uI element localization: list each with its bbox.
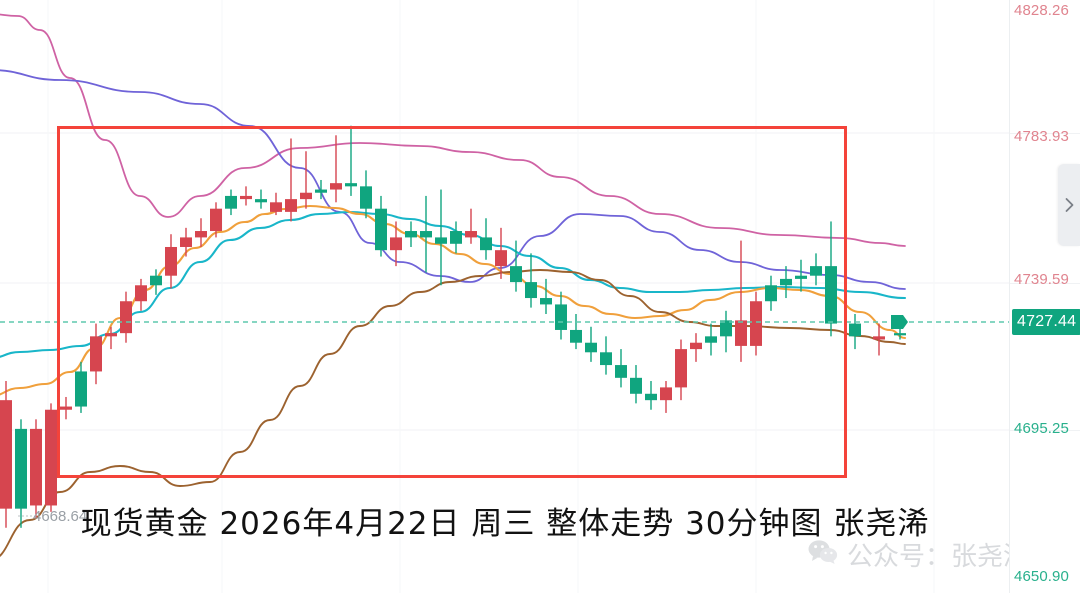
session-low-label: 4668.64	[33, 508, 88, 525]
chart-plot-area[interactable]	[0, 0, 1010, 593]
last-price-marker	[891, 315, 908, 329]
axis-price-label: 4739.59	[1014, 271, 1069, 288]
candlestick[interactable]	[180, 227, 192, 257]
candlestick[interactable]	[90, 323, 102, 385]
candlestick[interactable]	[375, 195, 387, 257]
candlestick[interactable]	[450, 221, 462, 254]
chart-caption: 现货黄金 2026年4月22日 周三 整体走势 30分钟图 张尧浠	[80, 506, 930, 542]
axis-price-label: 4695.25	[1014, 420, 1069, 437]
candlestick[interactable]	[570, 313, 582, 350]
candlestick[interactable]	[150, 269, 162, 295]
candlestick[interactable]	[510, 240, 522, 292]
candlestick[interactable]	[849, 313, 861, 350]
moving-average-line	[0, 210, 907, 358]
candlestick[interactable]	[765, 275, 777, 311]
axis-price-label: 4828.26	[1014, 2, 1069, 19]
candlestick[interactable]	[300, 151, 312, 209]
candlestick[interactable]	[873, 323, 885, 356]
candlestick[interactable]	[810, 253, 822, 286]
watermark-text: 公众号：张尧浠	[847, 542, 1030, 572]
candlestick[interactable]	[105, 326, 117, 350]
panel-collapse-handle[interactable]	[1058, 164, 1080, 246]
candlestick[interactable]	[345, 125, 357, 196]
candlestick[interactable]	[825, 221, 837, 337]
candlestick[interactable]	[135, 278, 147, 311]
candlestick[interactable]	[30, 419, 42, 519]
candlestick[interactable]	[660, 381, 672, 413]
candlestick[interactable]	[225, 189, 237, 216]
chevron-right-icon	[1064, 197, 1075, 213]
candlestick[interactable]	[525, 253, 537, 308]
candlestick-chart	[0, 13, 1010, 557]
candlestick[interactable]	[585, 326, 597, 362]
candlestick[interactable]	[330, 135, 342, 203]
candlestick[interactable]	[600, 336, 612, 375]
candlestick[interactable]	[555, 291, 567, 340]
wechat-icon	[808, 539, 838, 570]
candlestick[interactable]	[15, 419, 27, 528]
candlestick[interactable]	[0, 381, 12, 528]
candlestick[interactable]	[240, 186, 252, 206]
watermark: 公众号：张尧浠	[808, 536, 1029, 573]
candlestick[interactable]	[255, 189, 267, 209]
price-axis[interactable]: 4828.26 4783.93 4739.59 4695.25 4650.90 4727.…	[1009, 0, 1080, 593]
candlestick[interactable]	[120, 291, 132, 343]
candlestick[interactable]	[60, 396, 72, 420]
candlestick[interactable]	[540, 278, 552, 314]
candlestick[interactable]	[75, 361, 87, 413]
candlestick[interactable]	[405, 221, 417, 247]
candlestick[interactable]	[420, 195, 432, 273]
candlestick[interactable]	[195, 218, 207, 247]
candlestick[interactable]	[675, 339, 687, 401]
candlestick[interactable]	[360, 170, 372, 219]
axis-tick	[1010, 133, 1080, 134]
current-price-badge[interactable]: 4727.44	[1012, 309, 1080, 335]
candlestick[interactable]	[465, 208, 477, 244]
axis-price-label: 4783.93	[1014, 128, 1069, 145]
candlestick[interactable]	[780, 266, 792, 299]
candlestick[interactable]	[705, 323, 717, 356]
candlestick[interactable]	[615, 349, 627, 388]
candlestick[interactable]	[435, 189, 447, 286]
moving-average-line	[0, 13, 906, 247]
candlestick[interactable]	[630, 365, 642, 404]
candlestick[interactable]	[210, 202, 222, 238]
candlestick[interactable]	[480, 218, 492, 260]
candlestick[interactable]	[45, 403, 57, 512]
moving-average-line	[0, 69, 906, 290]
candlestick[interactable]	[390, 221, 402, 267]
candlestick[interactable]	[285, 138, 297, 222]
candlestick[interactable]	[750, 291, 762, 356]
axis-price-label: 4650.90	[1014, 568, 1069, 585]
candlestick[interactable]	[495, 227, 507, 279]
candlestick[interactable]	[720, 310, 732, 353]
axis-tick	[1010, 430, 1080, 431]
candlestick[interactable]	[735, 240, 747, 362]
candlestick[interactable]	[165, 234, 177, 289]
candlestick[interactable]	[690, 333, 702, 362]
candlestick[interactable]	[315, 179, 327, 200]
candlestick[interactable]	[270, 192, 282, 216]
axis-tick	[1010, 283, 1080, 284]
candlestick[interactable]	[795, 259, 807, 292]
candlestick[interactable]	[645, 381, 657, 410]
